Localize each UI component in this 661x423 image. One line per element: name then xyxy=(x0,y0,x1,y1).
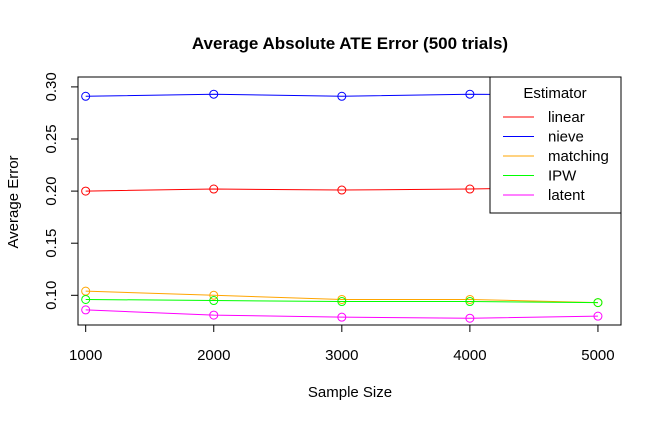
data-point-matching xyxy=(337,294,347,304)
y-axis-label: Average Error xyxy=(5,155,22,248)
series-line-matching xyxy=(85,290,598,304)
data-point-latent xyxy=(593,311,603,321)
data-point-ipw xyxy=(337,297,347,307)
x-tick-label: 5000 xyxy=(581,347,614,364)
x-tick-label: 3000 xyxy=(325,347,358,364)
legend-label-matching: matching xyxy=(548,148,609,165)
y-tick-label: 0.15 xyxy=(43,229,60,258)
legend-label-latent: latent xyxy=(548,187,586,204)
chart-title: Average Absolute ATE Error (500 trials) xyxy=(192,34,508,53)
data-point-ipw xyxy=(209,296,219,306)
data-point-linear xyxy=(81,186,91,196)
legend-title: Estimator xyxy=(523,85,586,102)
x-axis-label: Sample Size xyxy=(308,384,392,401)
data-point-linear xyxy=(465,184,475,194)
data-point-matching xyxy=(209,290,219,300)
data-point-latent xyxy=(81,305,91,315)
data-point-latent xyxy=(209,310,219,320)
y-tick-label: 0.20 xyxy=(43,176,60,205)
data-point-ipw xyxy=(465,297,475,307)
y-tick-label: 0.10 xyxy=(43,281,60,310)
data-point-nieve xyxy=(337,91,347,101)
series-line-ipw xyxy=(85,298,598,304)
data-point-latent xyxy=(337,312,347,322)
data-point-linear xyxy=(209,184,219,194)
legend-label-ipw: IPW xyxy=(548,168,577,185)
data-point-linear xyxy=(337,185,347,195)
legend-label-linear: linear xyxy=(548,109,585,126)
legend-label-nieve: nieve xyxy=(548,129,584,146)
data-point-nieve xyxy=(209,89,219,99)
data-point-ipw xyxy=(593,298,603,308)
data-point-matching xyxy=(465,294,475,304)
data-point-ipw xyxy=(81,294,91,304)
legend-box xyxy=(489,76,622,214)
series-line-latent xyxy=(85,309,598,319)
plot-area: 1000 2000 3000 4000 5000 0.10 0.15 0.20 0.25 0.30… xyxy=(43,72,622,364)
data-point-nieve xyxy=(81,91,91,101)
y-tick-label: 0.25 xyxy=(43,124,60,153)
x-tick-label: 2000 xyxy=(197,347,230,364)
y-tick-label: 0.30 xyxy=(43,72,60,101)
data-point-latent xyxy=(465,313,475,323)
data-point-nieve xyxy=(465,89,475,99)
x-tick-label: 1000 xyxy=(69,347,102,364)
x-tick-label: 4000 xyxy=(453,347,486,364)
